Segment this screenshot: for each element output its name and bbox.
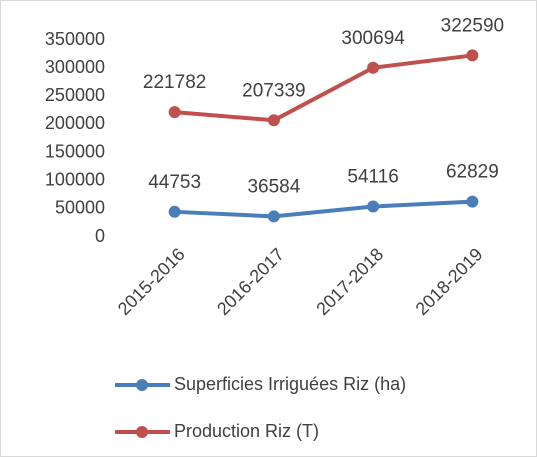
series-line bbox=[174, 53, 473, 123]
point bbox=[267, 114, 280, 127]
point bbox=[367, 200, 380, 213]
y-tick-label: 0 bbox=[95, 226, 105, 246]
data-label: 207339 bbox=[242, 80, 305, 101]
y-tick-label: 200000 bbox=[45, 113, 105, 133]
point bbox=[466, 49, 479, 62]
data-label: 300694 bbox=[341, 28, 405, 49]
data-label: 221782 bbox=[143, 72, 206, 93]
y-tick-label: 250000 bbox=[45, 85, 105, 105]
legend-marker bbox=[136, 379, 148, 391]
y-tick-label: 100000 bbox=[45, 169, 105, 189]
point bbox=[168, 205, 181, 218]
data-label: 62829 bbox=[446, 162, 499, 183]
data-label: 44753 bbox=[148, 172, 201, 193]
data-label: 36584 bbox=[247, 176, 300, 197]
y-tick-label: 350000 bbox=[45, 29, 105, 49]
point bbox=[267, 210, 280, 223]
data-label: 322590 bbox=[441, 15, 504, 36]
legend-label: Superficies Irriguées Riz (ha) bbox=[174, 374, 406, 394]
y-tick-label: 300000 bbox=[45, 57, 105, 77]
series-line bbox=[174, 199, 473, 219]
legend-marker bbox=[136, 426, 148, 438]
point bbox=[367, 61, 380, 74]
y-tick-label: 150000 bbox=[45, 141, 105, 161]
point bbox=[168, 106, 181, 119]
legend-label: Production Riz (T) bbox=[174, 421, 319, 441]
data-label: 54116 bbox=[347, 167, 398, 188]
point bbox=[466, 195, 479, 208]
y-tick-label: 50000 bbox=[55, 198, 105, 218]
